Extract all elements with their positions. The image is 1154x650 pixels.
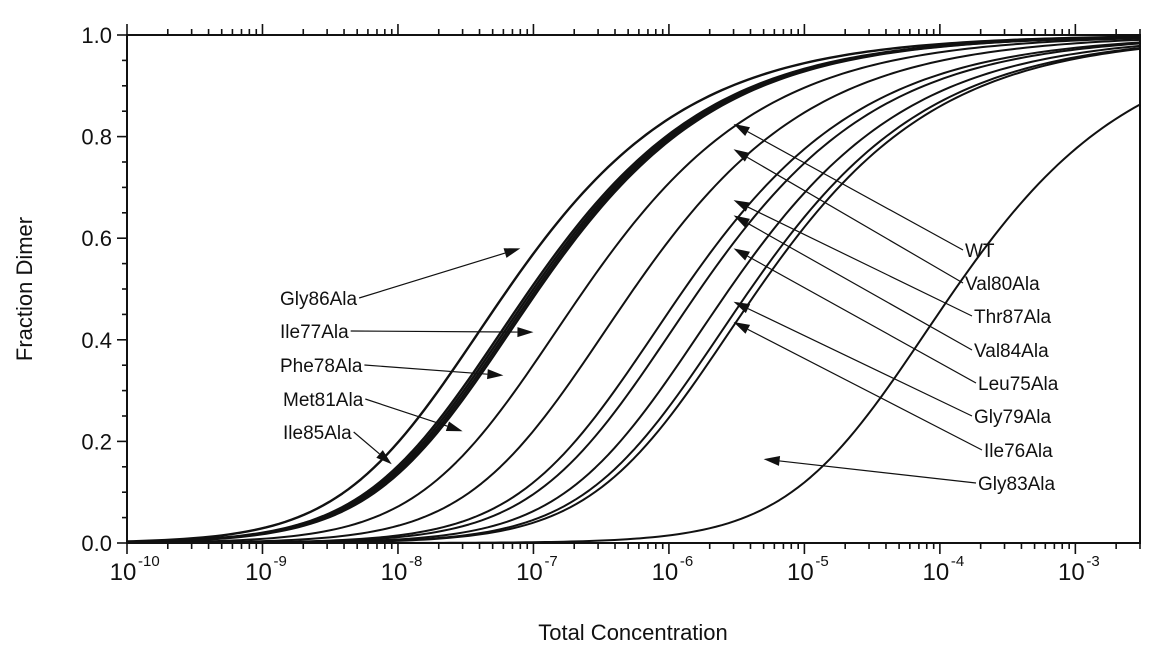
series-line-val80ala — [126, 38, 1141, 544]
annotation-arrowhead-val84ala — [733, 215, 750, 228]
series-line-gly79ala — [127, 46, 1141, 544]
x-tick-label-exponent: -4 — [951, 553, 964, 570]
annotation-label-ile85ala: Ile85Ala — [283, 423, 352, 444]
annotation-arrow-line-val84ala — [747, 222, 973, 351]
x-tick-label-exponent: -8 — [409, 553, 422, 570]
annotation-arrowhead-ile85ala — [376, 450, 392, 465]
annotation-arrow-line-leu75ala — [747, 255, 977, 384]
annotation-arrow-line-ile85ala — [353, 431, 380, 455]
y-tick-label: 0.2 — [81, 429, 112, 454]
annotation-arrowhead-met81ala — [445, 421, 463, 432]
y-axis-title: Fraction Dimer — [12, 217, 37, 361]
y-tick-label: 0.0 — [81, 531, 112, 556]
x-axis-title: Total Concentration — [538, 620, 728, 645]
annotation-arrow-line-gly83ala — [779, 460, 977, 484]
annotation-arrow-line-ile76ala — [747, 328, 983, 451]
x-tick-label-exponent: -9 — [273, 553, 286, 570]
annotation-arrowhead-thr87ala — [733, 200, 751, 212]
x-tick-label-exponent: -5 — [815, 553, 828, 570]
annotations-layer: Gly86Ala Ile77Ala Phe78Ala Met81Ala Ile85Ala… — [280, 123, 1059, 495]
annotation-label-phe78ala: Phe78Ala — [280, 356, 363, 377]
series-line-ile85ala — [126, 35, 1141, 544]
series-line-ile76ala — [127, 47, 1141, 544]
annotation-arrowhead-gly86ala — [503, 248, 521, 258]
annotation-arrow-line-gly79ala — [747, 308, 973, 417]
x-tick-label-exponent: -10 — [138, 553, 160, 570]
y-tick-label: 1.0 — [81, 23, 112, 48]
annotation-label-ile76ala: Ile76Ala — [984, 441, 1053, 462]
series-line-wt — [126, 37, 1141, 544]
annotation-label-gly86ala: Gly86Ala — [280, 289, 358, 310]
annotation-arrowhead-gly83ala — [763, 455, 781, 466]
annotation-arrow-line-ile77ala — [350, 330, 518, 333]
annotation-arrowhead-gly79ala — [733, 301, 751, 314]
x-tick-label: 10 — [923, 559, 950, 586]
annotation-arrow-line-val80ala — [747, 156, 964, 284]
x-tick-label-exponent: -6 — [680, 553, 693, 570]
annotation-arrowhead-val80ala — [733, 149, 750, 162]
y-tick-label: 0.6 — [81, 226, 112, 251]
annotation-arrowhead-wt — [733, 123, 750, 136]
x-tick-label: 10 — [516, 559, 543, 586]
x-tick-label: 10 — [381, 559, 408, 586]
series-line-gly86ala — [126, 35, 1141, 543]
y-tick-label: 0.4 — [81, 328, 112, 353]
annotation-label-met81ala: Met81Ala — [283, 390, 364, 411]
annotation-arrow-line-met81ala — [365, 398, 448, 427]
x-tick-label: 10 — [652, 559, 679, 586]
annotation-arrowhead-leu75ala — [733, 248, 750, 261]
annotation-label-gly83ala: Gly83Ala — [978, 474, 1056, 495]
annotation-label-ile77ala: Ile77Ala — [280, 322, 349, 343]
annotation-label-gly79ala: Gly79Ala — [974, 407, 1052, 428]
annotation-label-val80ala: Val80Ala — [965, 274, 1040, 295]
annotation-arrowhead-ile77ala — [517, 327, 534, 338]
x-tick-label-exponent: -7 — [544, 553, 557, 570]
annotation-label-val84ala: Val84Ala — [974, 341, 1049, 362]
annotation-label-leu75ala: Leu75Ala — [978, 374, 1059, 395]
annotation-arrow-line-gly86ala — [358, 252, 506, 299]
annotation-arrow-line-thr87ala — [747, 206, 973, 317]
x-tick-label: 10 — [787, 559, 814, 586]
annotation-arrow-line-wt — [747, 131, 964, 251]
x-tick-label-exponent: -3 — [1086, 553, 1099, 570]
annotation-label-wt: WT — [965, 241, 995, 262]
x-tick-label: 10 — [110, 559, 137, 586]
annotation-arrowhead-ile76ala — [733, 322, 751, 334]
x-tick-label: 10 — [245, 559, 272, 586]
x-tick-label: 10 — [1058, 559, 1085, 586]
annotation-arrow-line-phe78ala — [364, 364, 488, 375]
ticks-layer: 10 -10 10 -9 10 -8 10 -7 10 -6 10 -5 10 -4 10 -30.00.20… — [81, 23, 1141, 586]
series-line-gly83ala — [127, 103, 1141, 544]
annotation-label-thr87ala: Thr87Ala — [974, 307, 1052, 328]
curves-layer — [126, 35, 1141, 544]
y-tick-label: 0.8 — [81, 125, 112, 150]
annotation-arrowhead-phe78ala — [487, 369, 504, 380]
